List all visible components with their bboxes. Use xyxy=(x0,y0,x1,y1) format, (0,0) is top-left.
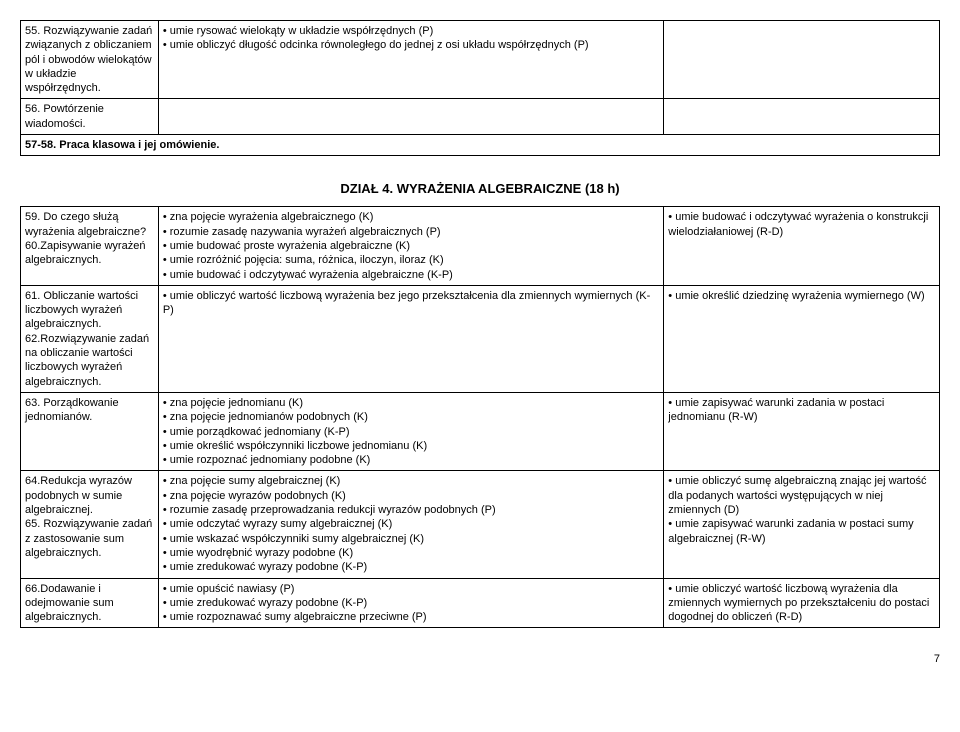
cell-content: • zna pojęcie sumy algebraicznej (K) • z… xyxy=(158,471,663,578)
cell-content: • zna pojęcie wyrażenia algebraicznego (… xyxy=(158,207,663,285)
cell-right: • umie określić dziedzinę wyrażenia wymi… xyxy=(664,285,940,392)
cell-right: • umie obliczyć sumę algebraiczną znając… xyxy=(664,471,940,578)
section-title: DZIAŁ 4. WYRAŻENIA ALGEBRAICZNE (18 h) xyxy=(20,181,940,196)
cell-topic: 56. Powtórzenie wiadomości. xyxy=(21,99,159,135)
cell-right: • umie zapisywać warunki zadania w posta… xyxy=(664,392,940,470)
table-row: 64.Redukcja wyrazów podobnych w sumie al… xyxy=(21,471,940,578)
cell-topic: 59. Do czego służą wyrażenia algebraiczn… xyxy=(21,207,159,285)
cell-topic: 57-58. Praca klasowa i jej omówienie. xyxy=(21,135,940,156)
cell-content: • umie rysować wielokąty w układzie wspó… xyxy=(158,21,663,99)
cell-content xyxy=(158,99,663,135)
cell-topic: 64.Redukcja wyrazów podobnych w sumie al… xyxy=(21,471,159,578)
cell-topic: 55. Rozwiązywanie zadań związanych z obl… xyxy=(21,21,159,99)
cell-topic: 63. Porządkowanie jednomianów. xyxy=(21,392,159,470)
cell-right xyxy=(664,21,940,99)
cell-topic: 61. Obliczanie wartości liczbowych wyraż… xyxy=(21,285,159,392)
cell-content: • zna pojęcie jednomianu (K) • zna pojęc… xyxy=(158,392,663,470)
cell-content: • umie obliczyć wartość liczbową wyrażen… xyxy=(158,285,663,392)
table-main: 59. Do czego służą wyrażenia algebraiczn… xyxy=(20,206,940,628)
table-row: 55. Rozwiązywanie zadań związanych z obl… xyxy=(21,21,940,99)
table-row: 59. Do czego służą wyrażenia algebraiczn… xyxy=(21,207,940,285)
cell-topic: 66.Dodawanie i odejmowanie sum algebraic… xyxy=(21,578,159,628)
table-top: 55. Rozwiązywanie zadań związanych z obl… xyxy=(20,20,940,156)
table-row: 57-58. Praca klasowa i jej omówienie. xyxy=(21,135,940,156)
table-row: 61. Obliczanie wartości liczbowych wyraż… xyxy=(21,285,940,392)
cell-content: • umie opuścić nawiasy (P) • umie zreduk… xyxy=(158,578,663,628)
cell-right xyxy=(664,99,940,135)
page-number: 7 xyxy=(20,653,940,665)
cell-right: • umie budować i odczytywać wyrażenia o … xyxy=(664,207,940,285)
cell-right: • umie obliczyć wartość liczbową wyrażen… xyxy=(664,578,940,628)
table-row: 66.Dodawanie i odejmowanie sum algebraic… xyxy=(21,578,940,628)
table-row: 56. Powtórzenie wiadomości. xyxy=(21,99,940,135)
table-row: 63. Porządkowanie jednomianów. • zna poj… xyxy=(21,392,940,470)
